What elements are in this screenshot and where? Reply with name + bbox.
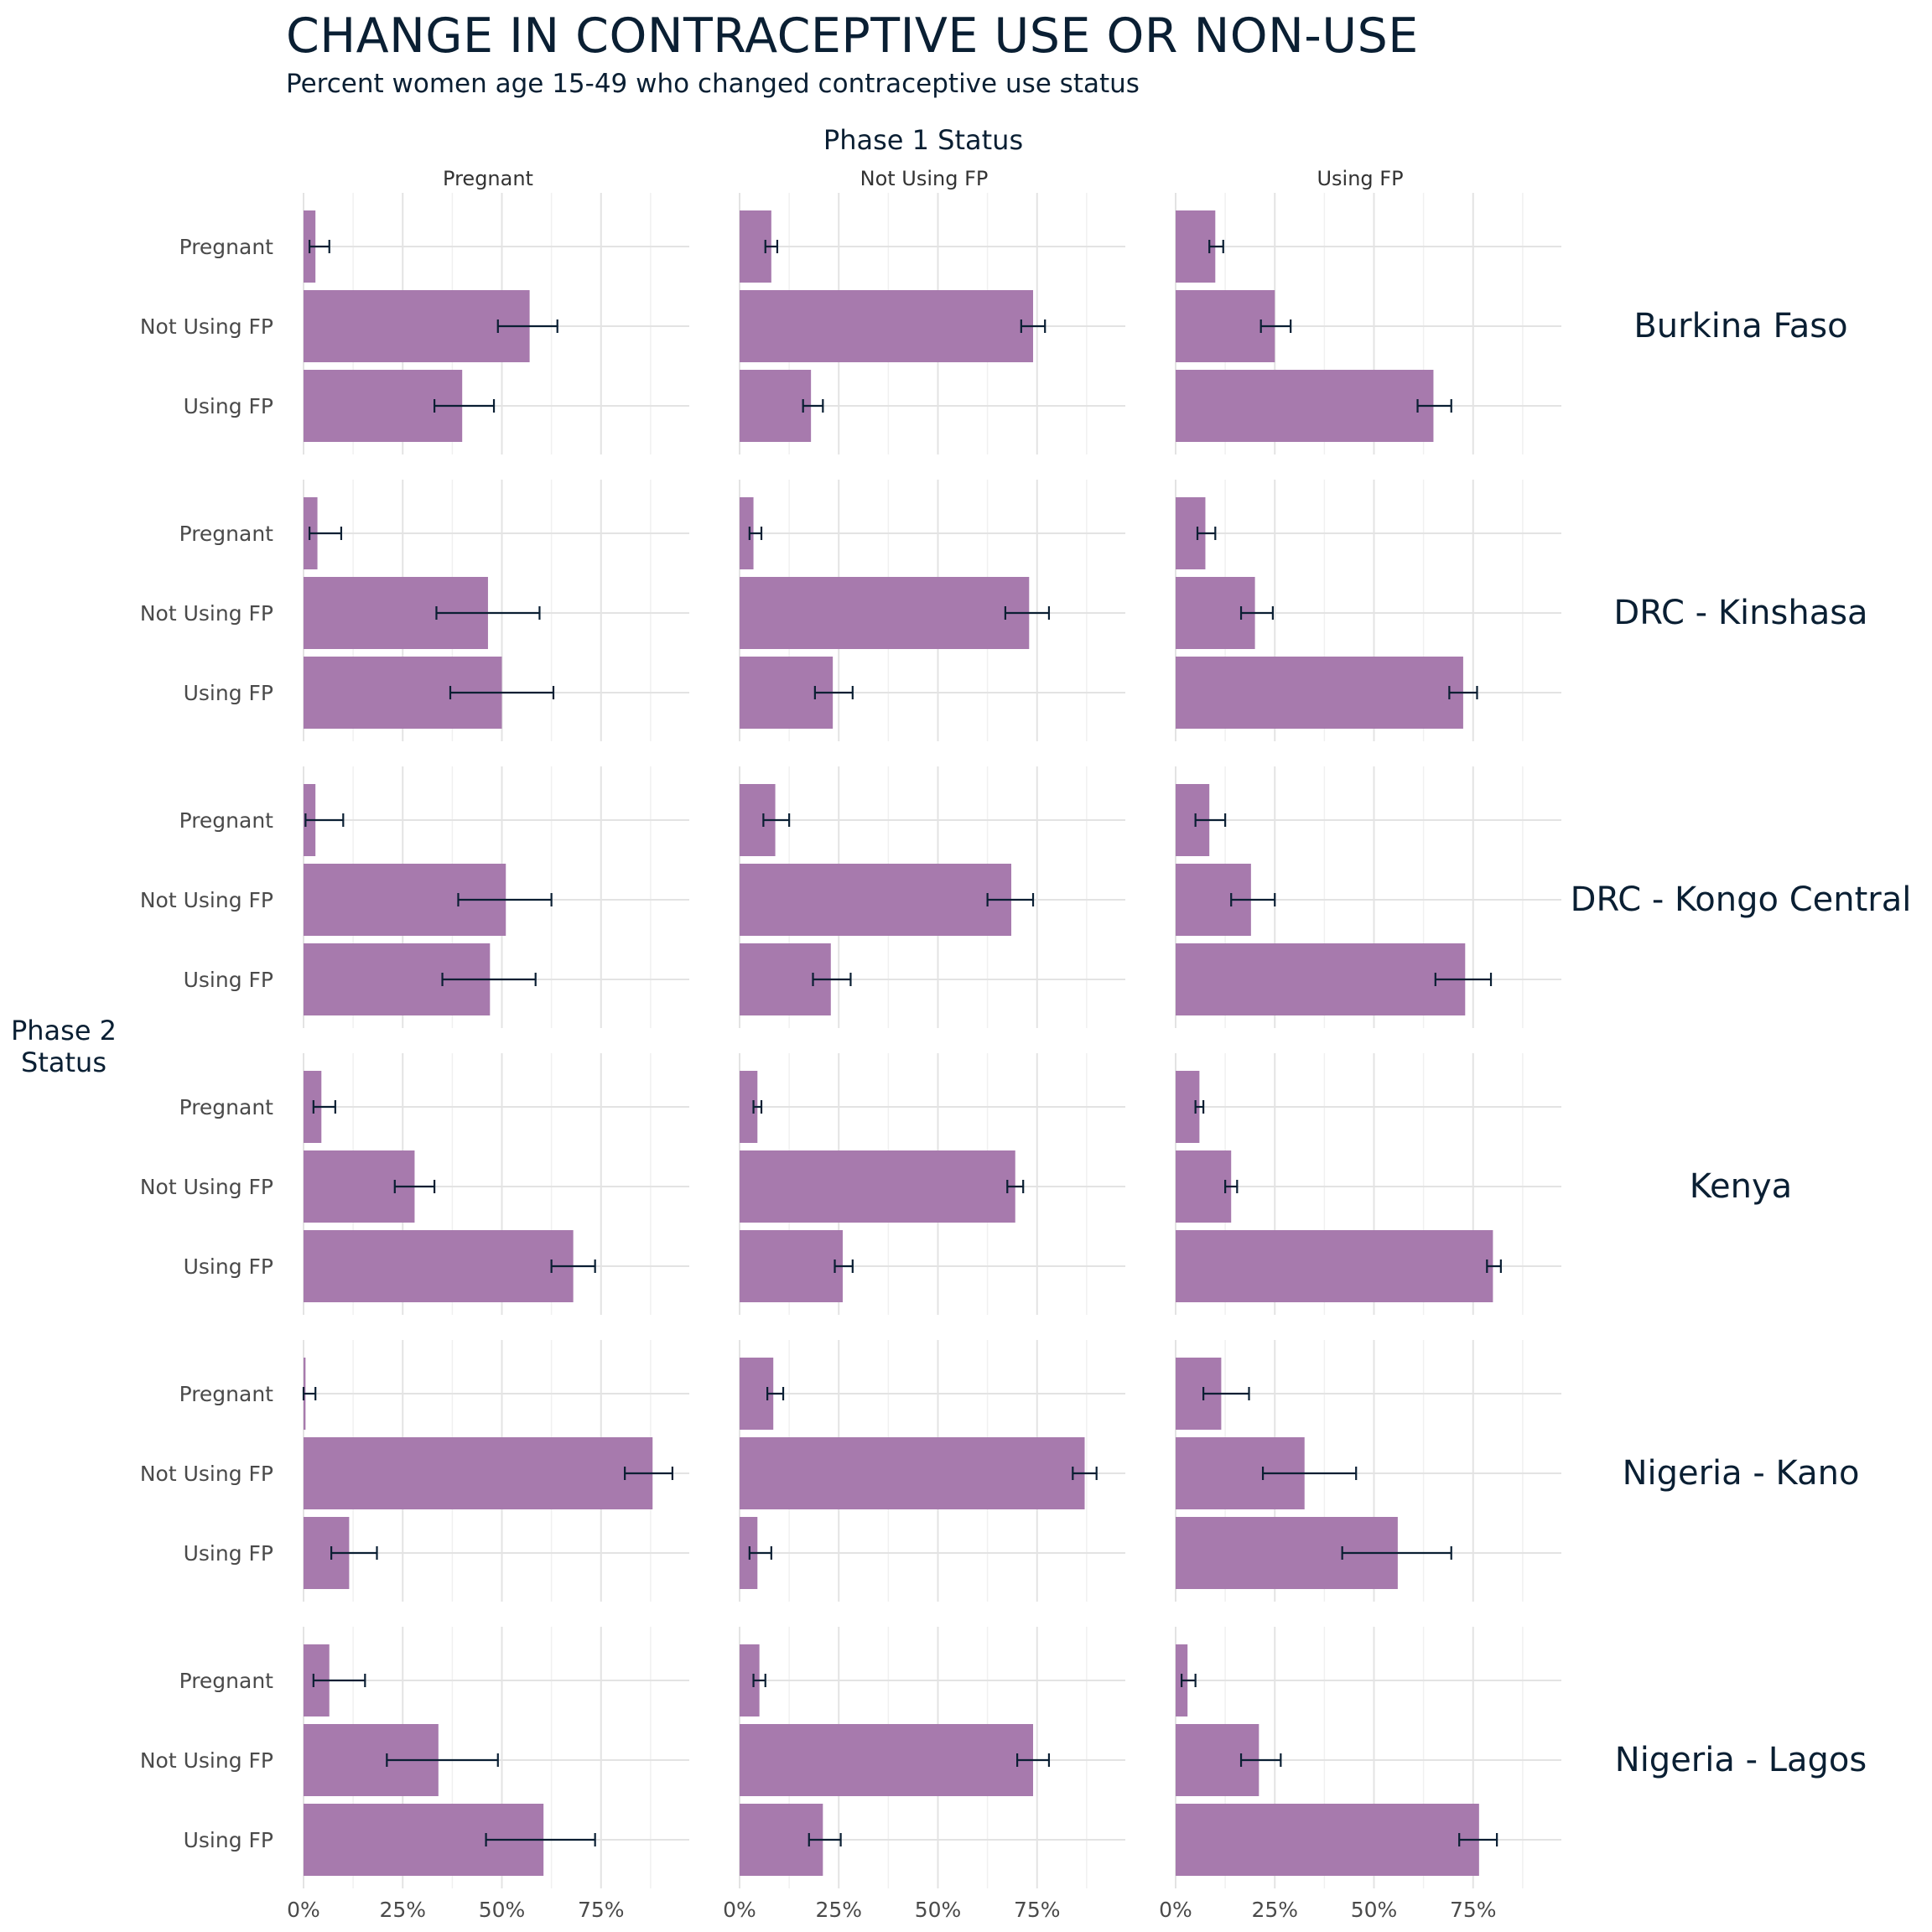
y-tick-label: Using FP: [184, 1541, 273, 1566]
x-tick-label: 75%: [1450, 1898, 1497, 1922]
bar: [740, 1071, 758, 1143]
column-facet-title: Phase 1 Status: [823, 124, 1023, 156]
bar: [740, 1724, 1034, 1796]
bar: [740, 290, 1034, 362]
bar: [1176, 1230, 1493, 1302]
bar: [304, 1230, 574, 1302]
y-tick-label: Using FP: [184, 681, 273, 705]
x-tick-label: 0%: [723, 1898, 756, 1922]
bar: [740, 1150, 1015, 1223]
row-strip-label: Burkina Faso: [1633, 307, 1847, 345]
x-tick-label: 50%: [915, 1898, 962, 1922]
bar: [1176, 657, 1463, 729]
column-strip-label: Using FP: [1317, 167, 1403, 190]
y-tick-label: Using FP: [184, 1828, 273, 1852]
x-tick-label: 25%: [1251, 1898, 1298, 1922]
bar: [740, 1437, 1085, 1509]
bar: [304, 1071, 322, 1143]
y-tick-label: Pregnant: [179, 1382, 274, 1406]
y-tick-label: Pregnant: [179, 235, 274, 259]
y-tick-label: Not Using FP: [140, 1748, 273, 1773]
y-tick-label: Pregnant: [179, 1095, 274, 1119]
bar: [304, 1437, 653, 1509]
x-tick-label: 75%: [578, 1898, 625, 1922]
bar: [740, 577, 1030, 649]
bar: [740, 1517, 758, 1589]
y-tick-label: Pregnant: [179, 1669, 274, 1693]
chart-title: CHANGE IN CONTRACEPTIVE USE OR NON-USE: [286, 8, 1419, 64]
y-tick-label: Using FP: [184, 968, 273, 992]
bar: [740, 1644, 760, 1716]
bar: [1176, 370, 1434, 442]
row-strip-label: DRC - Kinshasa: [1613, 594, 1867, 632]
column-strip-label: Not Using FP: [860, 167, 989, 190]
row-strip-label: Nigeria - Kano: [1623, 1454, 1860, 1493]
row-strip-label: Kenya: [1690, 1167, 1792, 1206]
bar: [740, 497, 754, 569]
chart-subtitle: Percent women age 15-49 who changed cont…: [286, 69, 1140, 99]
x-tick-label: 50%: [479, 1898, 526, 1922]
row-strip-label: Nigeria - Lagos: [1615, 1741, 1867, 1779]
bar: [740, 1230, 843, 1302]
bar: [1176, 290, 1275, 362]
y-tick-label: Pregnant: [179, 808, 274, 833]
bar: [1176, 1150, 1232, 1223]
bar: [1176, 943, 1466, 1015]
y-tick-label: Not Using FP: [140, 314, 273, 339]
x-tick-label: 50%: [1351, 1898, 1398, 1922]
column-strip-label: Pregnant: [443, 167, 533, 190]
x-tick-label: 0%: [1159, 1898, 1192, 1922]
row-strip-label: DRC - Kongo Central: [1571, 880, 1912, 919]
x-tick-label: 0%: [287, 1898, 320, 1922]
row-facet-title: Phase 2: [11, 1015, 117, 1046]
y-tick-label: Not Using FP: [140, 1462, 273, 1486]
y-tick-label: Pregnant: [179, 522, 274, 546]
bar: [740, 864, 1012, 936]
x-tick-label: 25%: [815, 1898, 862, 1922]
row-facet-title: Status: [21, 1046, 106, 1078]
y-tick-label: Not Using FP: [140, 1175, 273, 1199]
bar: [1176, 1804, 1479, 1876]
x-tick-label: 25%: [379, 1898, 426, 1922]
y-tick-label: Using FP: [184, 394, 273, 418]
y-tick-label: Not Using FP: [140, 601, 273, 626]
bar: [304, 290, 530, 362]
y-tick-label: Using FP: [184, 1254, 273, 1279]
y-tick-label: Not Using FP: [140, 888, 273, 912]
x-tick-label: 75%: [1014, 1898, 1061, 1922]
bar: [740, 370, 812, 442]
